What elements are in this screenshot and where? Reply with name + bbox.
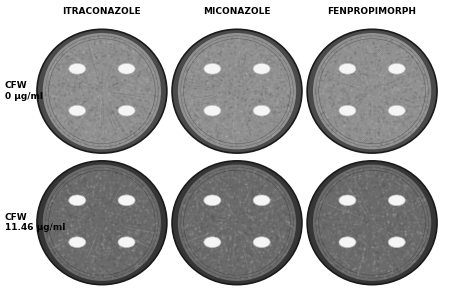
Ellipse shape [172, 161, 302, 285]
Circle shape [253, 105, 270, 116]
Circle shape [204, 105, 221, 116]
Circle shape [118, 195, 135, 206]
Circle shape [69, 237, 86, 248]
Text: MICONAZOLE: MICONAZOLE [203, 7, 271, 16]
Circle shape [339, 63, 356, 74]
Circle shape [253, 63, 270, 74]
Ellipse shape [43, 164, 161, 281]
Circle shape [253, 237, 270, 248]
Ellipse shape [37, 29, 167, 153]
Circle shape [339, 237, 356, 248]
Circle shape [69, 63, 86, 74]
Circle shape [118, 237, 135, 248]
Ellipse shape [307, 29, 437, 153]
Text: CFW
11.46 μg/ml: CFW 11.46 μg/ml [5, 213, 65, 232]
Circle shape [253, 195, 270, 206]
Circle shape [204, 237, 221, 248]
Circle shape [388, 105, 405, 116]
Ellipse shape [313, 33, 431, 150]
Ellipse shape [172, 29, 302, 153]
Ellipse shape [43, 33, 161, 150]
Circle shape [69, 105, 86, 116]
Text: ITRACONAZOLE: ITRACONAZOLE [63, 7, 141, 16]
Circle shape [339, 105, 356, 116]
Ellipse shape [313, 164, 431, 281]
Text: FENPROPIMORPH: FENPROPIMORPH [328, 7, 417, 16]
Ellipse shape [178, 33, 296, 150]
Ellipse shape [37, 161, 167, 285]
Ellipse shape [307, 161, 437, 285]
Circle shape [204, 63, 221, 74]
Circle shape [388, 195, 405, 206]
Circle shape [388, 63, 405, 74]
Circle shape [118, 105, 135, 116]
Circle shape [118, 63, 135, 74]
Circle shape [204, 195, 221, 206]
Ellipse shape [178, 164, 296, 281]
Circle shape [69, 195, 86, 206]
Circle shape [339, 195, 356, 206]
Circle shape [388, 237, 405, 248]
Text: CFW
0 μg/ml: CFW 0 μg/ml [5, 82, 43, 101]
